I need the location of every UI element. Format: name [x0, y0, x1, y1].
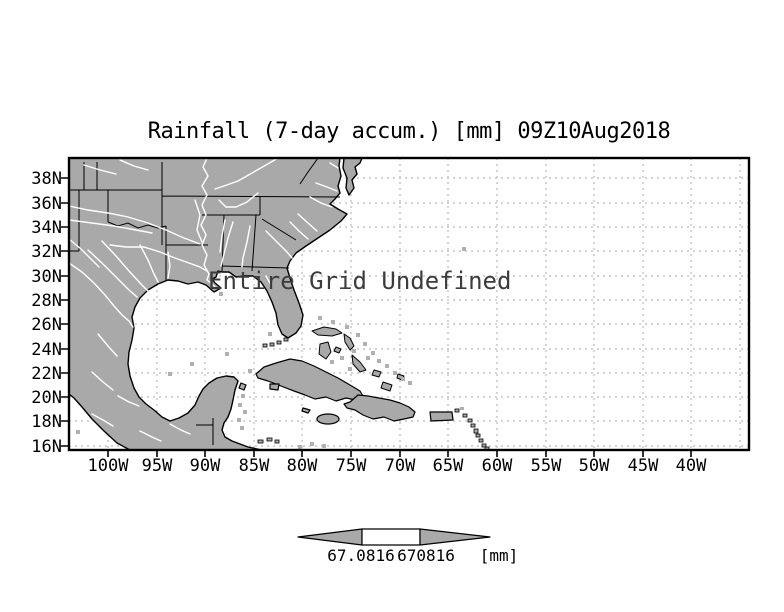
cuba-island: [255, 358, 364, 402]
lat-label-32n: 32N: [31, 242, 62, 262]
colorbar-units-label: [mm]: [479, 546, 519, 565]
page-title: Rainfall (7-day accum.) [mm] 09Z10Aug201…: [147, 119, 671, 144]
lat-label-20n: 20N: [31, 388, 62, 408]
lon-label-75w: 75W: [335, 456, 367, 476]
colorbar-mid-segment: [361, 528, 421, 546]
map-frame: [67, 156, 751, 452]
lon-label-40w: 40W: [675, 456, 707, 476]
lon-label-45w: 45W: [627, 456, 659, 476]
lon-label-50w: 50W: [578, 456, 610, 476]
lat-label-18n: 18N: [31, 412, 62, 432]
lesser-antilles-islands: [257, 337, 490, 451]
rivers: [68, 157, 339, 442]
lon-label-90w: 90W: [189, 456, 221, 476]
colorbar-right-arrow: [419, 528, 491, 546]
lon-label-65w: 65W: [432, 456, 464, 476]
lat-label-16n: 16N: [31, 437, 62, 457]
colorbar-min-label: 67.0816: [327, 546, 395, 565]
lat-label-36n: 36N: [31, 194, 62, 214]
bahamas-islands: [311, 326, 405, 392]
lat-label-26n: 26N: [31, 315, 62, 335]
lon-label-80w: 80W: [286, 456, 318, 476]
cayman-islands: [301, 407, 311, 414]
colorbar-max-label: 670816: [397, 546, 455, 565]
caribbean-islands: [238, 358, 454, 425]
lat-label-24n: 24N: [31, 340, 62, 360]
lat-label-30n: 30N: [31, 267, 62, 287]
lat-label-34n: 34N: [31, 218, 62, 238]
cozumel-island: [238, 382, 247, 391]
state-borders: [69, 157, 341, 445]
axis-ticks: [61, 177, 692, 457]
isle-of-youth-island: [269, 383, 280, 391]
lon-label-95w: 95W: [141, 456, 173, 476]
colorbar: [297, 528, 491, 546]
grid-undefined-message: Entire Grid Undefined: [208, 267, 512, 295]
hispaniola-island: [343, 394, 416, 422]
lat-label-22n: 22N: [31, 364, 62, 384]
lat-label-38n: 38N: [31, 169, 62, 189]
lon-label-85w: 85W: [238, 456, 270, 476]
colorbar-left-arrow: [297, 528, 363, 546]
lon-label-55w: 55W: [530, 456, 562, 476]
puerto-rico-island: [429, 411, 454, 422]
lon-label-70w: 70W: [384, 456, 416, 476]
lat-label-28n: 28N: [31, 291, 62, 311]
lon-label-100w: 100W: [87, 456, 129, 476]
lon-label-60w: 60W: [481, 456, 513, 476]
ocean-speckles: [76, 247, 466, 449]
jamaica-island: [316, 413, 340, 425]
